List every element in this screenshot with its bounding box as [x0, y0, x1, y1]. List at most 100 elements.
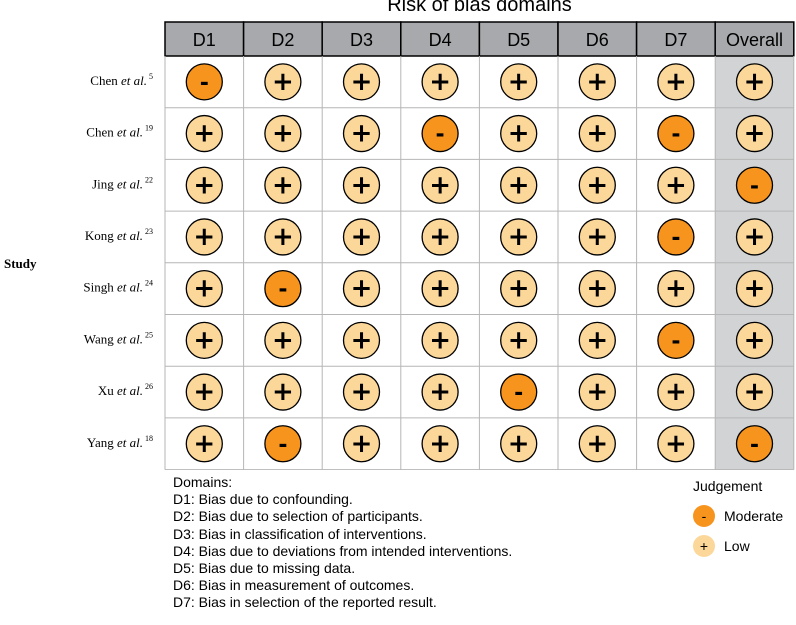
judgement-symbol: - — [278, 278, 287, 303]
judgement-legend-moderate: - Moderate — [693, 505, 783, 527]
header-cell-d4 — [400, 21, 481, 57]
judgement-symbol: + — [508, 119, 530, 149]
judgement-symbol: + — [351, 222, 373, 252]
judgement-symbol: + — [351, 170, 373, 200]
judgement-symbol: + — [272, 67, 294, 97]
judgement-symbol: + — [429, 325, 451, 355]
judgement-dot — [264, 321, 302, 360]
judgement-symbol: - — [514, 381, 523, 406]
study-label: Kong et al. 23 — [85, 227, 153, 243]
judgement-dot — [421, 321, 459, 360]
judgement-symbol: + — [586, 67, 608, 97]
header-label-d3: D3 — [350, 30, 373, 50]
moderate-dot-icon: - — [693, 505, 715, 527]
judgement-dot — [421, 166, 459, 204]
judgement-symbol: + — [272, 222, 294, 252]
judgement-legend-title: Judgement — [693, 478, 763, 494]
judgement-dot — [657, 269, 695, 308]
judgement-symbol: + — [193, 222, 215, 252]
judgement-dot — [735, 218, 774, 256]
judgement-dot — [421, 114, 459, 153]
judgement-symbol: + — [193, 325, 215, 355]
judgement-symbol: + — [351, 325, 373, 355]
judgement-dot — [185, 321, 223, 360]
judgement-dot — [500, 166, 538, 204]
judgement-symbol: - — [671, 226, 680, 251]
judgement-dot — [342, 114, 381, 153]
judgement-dot — [421, 425, 459, 463]
judgement-dot — [657, 373, 695, 411]
header-cell-d5 — [478, 21, 559, 57]
judgement-dot — [342, 425, 381, 463]
judgement-dot — [185, 63, 223, 101]
low-label: Low — [724, 538, 750, 554]
header-cell-d1 — [164, 21, 245, 57]
judgement-dot — [735, 269, 774, 308]
judgement-symbol: - — [671, 123, 680, 148]
judgement-symbol: - — [750, 174, 759, 199]
header-label-d7: D7 — [664, 30, 687, 50]
judgement-symbol: + — [665, 429, 687, 459]
judgement-dot — [578, 373, 616, 411]
judgement-dot — [578, 269, 616, 308]
judgement-symbol: + — [351, 119, 373, 149]
judgement-dot — [421, 373, 459, 411]
judgement-dot — [185, 166, 223, 204]
judgement-symbol: + — [272, 377, 294, 407]
judgement-dot — [185, 373, 223, 411]
judgement-symbol: + — [508, 222, 530, 252]
judgement-symbol: + — [429, 67, 451, 97]
judgement-dot — [264, 166, 302, 204]
study-label: Chen et al. 5 — [90, 72, 153, 88]
judgement-dot — [421, 269, 459, 308]
judgement-dot — [185, 218, 223, 256]
judgement-dot — [342, 166, 381, 204]
judgement-symbol: + — [508, 325, 530, 355]
study-label: Yang et al. 18 — [87, 434, 153, 450]
judgement-dot — [264, 63, 302, 101]
judgement-dot — [578, 114, 616, 153]
judgement-dot — [657, 114, 695, 153]
study-label: Wang et al. 25 — [84, 330, 153, 346]
judgement-symbol: + — [193, 170, 215, 200]
header-label-d4: D4 — [429, 30, 452, 50]
judgement-dot — [578, 166, 616, 204]
judgement-dot — [342, 63, 381, 101]
row-axis-label: Study — [4, 256, 37, 271]
judgement-symbol: + — [429, 222, 451, 252]
domain-legend-d2: D2: Bias due to selection of participant… — [173, 508, 423, 525]
domain-legend-d1: D1: Bias due to confounding. — [173, 491, 353, 508]
judgement-symbol: + — [272, 170, 294, 200]
domains-legend-heading: Domains: — [173, 474, 233, 490]
header-label-d1: D1 — [193, 30, 216, 50]
judgement-symbol: + — [193, 274, 215, 304]
judgement-symbol: + — [744, 67, 766, 97]
domain-legend-d4: D4: Bias due to deviations from intended… — [173, 542, 513, 559]
judgement-dot — [657, 321, 695, 360]
judgement-dot — [500, 114, 538, 153]
risk-of-bias-grid: D1 D2 D3 D4 D5 D6 D7 Overall Chen et al. 5 - + + + + + +… — [4, 21, 795, 470]
header-label-d5: D5 — [507, 30, 530, 50]
judgement-dot — [735, 114, 774, 153]
judgement-symbol: + — [272, 325, 294, 355]
judgement-symbol: + — [193, 377, 215, 407]
judgement-symbol: + — [744, 119, 766, 149]
judgement-dot — [578, 321, 616, 360]
judgement-legend-low: + Low — [693, 535, 750, 557]
judgement-dot — [264, 425, 302, 463]
judgement-symbol: + — [665, 377, 687, 407]
study-label: Chen et al. 19 — [86, 124, 153, 140]
header-label-d6: D6 — [586, 30, 609, 50]
header-cell-overall — [714, 21, 795, 57]
judgement-dot — [735, 373, 774, 411]
judgement-dot — [342, 269, 381, 308]
judgement-symbol: + — [665, 170, 687, 200]
judgement-symbol: + — [351, 377, 373, 407]
judgement-dot — [342, 218, 381, 256]
judgement-symbol: - — [436, 123, 445, 148]
judgement-symbol: - — [750, 433, 759, 458]
judgement-symbol: + — [193, 429, 215, 459]
domains-legend: Domains: D1: Bias due to confounding. D2… — [173, 474, 512, 612]
judgement-symbol: + — [429, 429, 451, 459]
study-label: Xu et al. 26 — [98, 382, 153, 398]
